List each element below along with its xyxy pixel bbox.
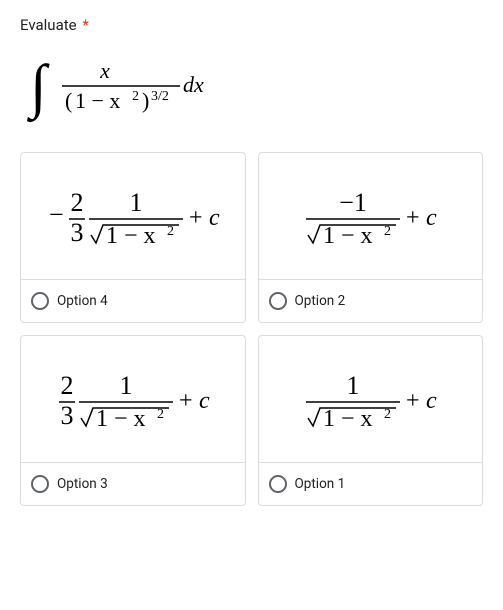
- radio-opt3[interactable]: [31, 475, 49, 493]
- question-text: Evaluate: [20, 16, 77, 34]
- svg-text:+: +: [406, 205, 420, 231]
- svg-text:x: x: [99, 58, 110, 83]
- svg-text:2: 2: [70, 188, 83, 217]
- svg-text:+: +: [179, 388, 193, 414]
- svg-text:1 − x: 1 − x: [106, 223, 156, 249]
- option-footer-opt3[interactable]: Option 3: [21, 462, 245, 505]
- option-card-opt3[interactable]: 2311 − x2+ cOption 3: [20, 335, 246, 506]
- question-label: Evaluate *: [20, 16, 483, 34]
- svg-text:2: 2: [167, 224, 174, 239]
- svg-text:+: +: [189, 205, 203, 231]
- svg-text:2: 2: [157, 407, 164, 422]
- svg-text:1 − x: 1 − x: [323, 223, 373, 249]
- svg-text:2: 2: [384, 407, 391, 422]
- svg-text:1 − x: 1 − x: [96, 406, 146, 432]
- svg-text:c: c: [199, 388, 210, 414]
- svg-text:): ): [142, 88, 149, 113]
- option-label-opt1: Option 1: [295, 476, 346, 492]
- svg-text:2: 2: [132, 89, 139, 104]
- required-asterisk: *: [82, 16, 88, 34]
- svg-text:3: 3: [70, 218, 83, 247]
- svg-text:(: (: [65, 88, 72, 113]
- svg-text:3: 3: [60, 401, 73, 430]
- radio-opt1[interactable]: [269, 475, 287, 493]
- option-label-opt4: Option 4: [57, 293, 108, 309]
- formula-opt4: −2311 − x2+ c: [21, 153, 245, 279]
- option-card-opt2[interactable]: −1 1 − x 2 + c Option 2: [258, 152, 484, 323]
- option-footer-opt1[interactable]: Option 1: [259, 462, 483, 505]
- radio-opt4[interactable]: [31, 292, 49, 310]
- svg-text:2: 2: [60, 371, 73, 400]
- svg-text:3/2: 3/2: [151, 89, 169, 104]
- integral-svg: ∫ x ( 1 − x 2 ) 3/2 dx: [20, 48, 240, 128]
- option-label-opt2: Option 2: [295, 293, 346, 309]
- svg-text:∫: ∫: [27, 53, 50, 123]
- svg-text:−: −: [49, 200, 64, 229]
- svg-text:c: c: [209, 205, 220, 231]
- svg-text:1 − x: 1 − x: [323, 406, 373, 432]
- svg-text:1: 1: [119, 371, 132, 400]
- option-card-opt4[interactable]: −2311 − x2+ cOption 4: [20, 152, 246, 323]
- formula-opt2: −1 1 − x 2 + c: [259, 153, 483, 279]
- svg-text:1: 1: [129, 188, 142, 217]
- svg-text:+: +: [406, 388, 420, 414]
- svg-text:−1: −1: [339, 188, 367, 217]
- option-card-opt1[interactable]: 1 1 − x 2 + c Option 1: [258, 335, 484, 506]
- option-footer-opt2[interactable]: Option 2: [259, 279, 483, 322]
- svg-text:c: c: [426, 388, 437, 414]
- formula-opt3: 2311 − x2+ c: [21, 336, 245, 462]
- svg-text:dx: dx: [183, 72, 204, 97]
- options-grid: −2311 − x2+ cOption 4−11 − x2+ cOption 2…: [20, 152, 483, 506]
- radio-opt2[interactable]: [269, 292, 287, 310]
- svg-text:1 − x: 1 − x: [75, 88, 120, 113]
- svg-text:2: 2: [384, 224, 391, 239]
- option-label-opt3: Option 3: [57, 476, 108, 492]
- formula-opt1: 1 1 − x 2 + c: [259, 336, 483, 462]
- option-footer-opt4[interactable]: Option 4: [21, 279, 245, 322]
- svg-text:1: 1: [347, 371, 360, 400]
- integral-expression: ∫ x ( 1 − x 2 ) 3/2 dx: [20, 38, 483, 152]
- svg-text:c: c: [426, 205, 437, 231]
